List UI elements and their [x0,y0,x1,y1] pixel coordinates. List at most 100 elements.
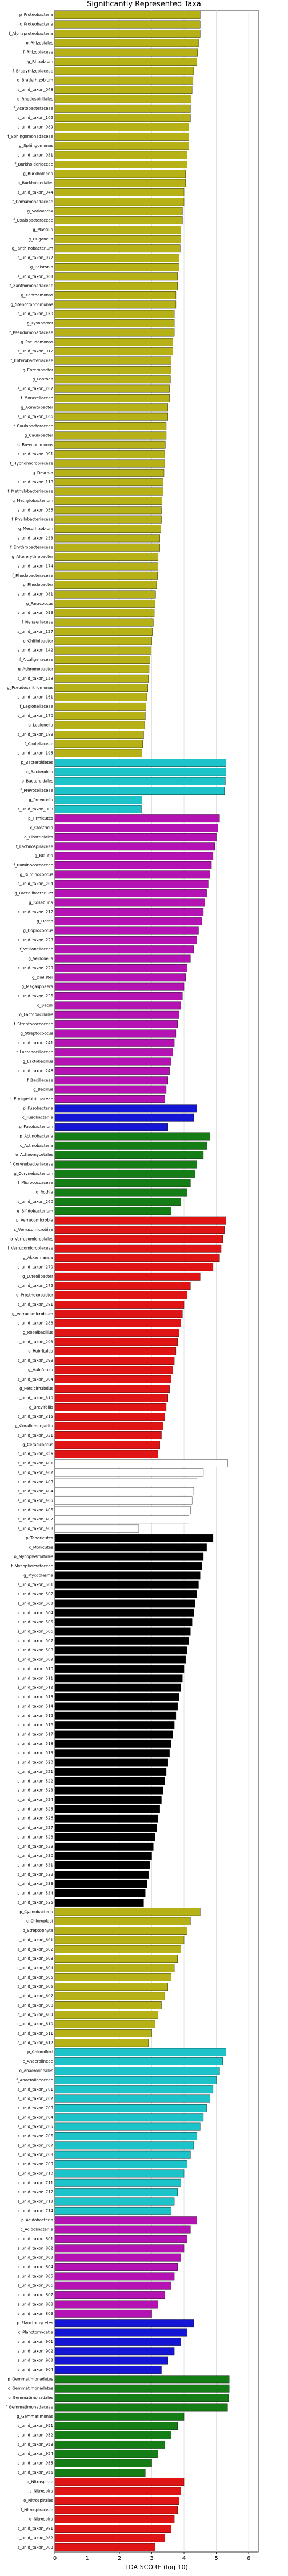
bar [54,207,183,215]
bar-label: g_Altererythrobacter [12,555,54,559]
bar-label: s_unid_taxon_526 [18,1816,54,1821]
bar-label: f_Corynebacteriaceae [10,1162,53,1167]
bar-label: c_Gemmatimonadetes [8,2386,53,2391]
bar [54,1814,159,1823]
bar-label: s_unid_taxon_304 [18,1377,54,1382]
bar [54,1992,165,2000]
bar-label: s_unid_taxon_603 [18,1956,53,1961]
bar-label: s_unid_taxon_702 [18,2097,53,2101]
bar [54,852,214,860]
bar-label: g_Acinetobacter [21,405,53,410]
bar [54,282,178,290]
bar-label: c_Bacteroidia [26,769,53,774]
bar-label: p_Nitrospirae [27,2479,53,2484]
bar-label: s_unid_taxon_601 [18,1937,53,1942]
bar [54,2469,146,2477]
bar-label: p_Gemmatimonadetes [7,2377,53,2381]
bar-label: s_unid_taxon_608 [18,2003,53,2008]
bar [54,1468,204,1477]
bar [54,777,226,785]
bar-label: f_Alcaligenaceae [19,657,53,662]
bar-label: s_unid_taxon_260 [18,1199,53,1204]
bar [54,151,187,159]
bar-label: g_Pseudoxanthomonas [7,685,53,690]
bar [54,235,181,243]
bar [54,58,197,66]
bar [54,198,185,206]
x-tick-label: 4 [182,2555,186,2562]
bar-label: s_unid_taxon_605 [18,1975,53,1980]
bar [54,2263,178,2271]
bar [54,1758,168,1767]
bar [54,1254,220,1262]
bar [54,1796,162,1804]
bar-label: p_Chloroflexi [27,2050,53,2055]
bar [54,1123,168,1131]
bar-label: s_unid_taxon_711 [18,2181,53,2185]
bar [54,954,191,963]
bar-label: s_unid_taxon_150 [18,312,53,316]
bar-label: s_unid_taxon_602 [18,1947,53,1952]
bar [54,2020,155,2028]
bar-label: f_Oxalobacteraceae [13,218,53,223]
bar-label: g_Roseibacillus [23,1330,54,1335]
bar-label: s_unid_taxon_534 [18,1891,54,1896]
bar-label: f_Erythrobacteraceae [10,545,53,550]
bar-label: g_Pantoea [33,377,53,382]
bar-label: s_unid_taxon_523 [18,1788,53,1793]
bar-label: s_unid_taxon_528 [18,1835,53,1839]
bar-label: f_Pseudomonadaceae [10,330,54,335]
bar-label: o_Burkholderiales [18,181,54,186]
bar [54,48,198,57]
bar-label: f_Mycoplasmataceae [11,1564,54,1568]
bar [54,992,183,1000]
bar [54,1001,181,1010]
bar [54,450,165,459]
bar-label: s_unid_taxon_808 [18,2302,53,2306]
bar [54,1188,187,1197]
bar-label: g_Luteolibacter [22,1274,53,1279]
bar-label: s_unid_taxon_233 [18,536,53,540]
bar-label: c_Nitrospira [30,2489,53,2494]
bar [54,1291,187,1299]
bar [54,272,178,281]
bar [54,1029,177,1038]
bar [54,1132,210,1141]
bar [54,478,163,487]
bar [54,2440,165,2449]
bar-label: s_unid_taxon_982 [18,2535,53,2540]
bar [54,1693,179,1701]
bar [54,2029,152,2037]
bar [54,768,226,776]
bar-label: s_unid_taxon_077 [18,256,53,260]
bar-label: f_Sphingomonadaceae [7,134,53,139]
bar [54,1076,168,1085]
bar-label: s_unid_taxon_524 [18,1797,54,1802]
bar-label: s_unid_taxon_401 [18,1461,53,1466]
bar [54,1403,167,1411]
bar-label: g_Devosia [33,471,53,475]
bar-label: s_unid_taxon_807 [18,2293,53,2297]
bar-label: o_Rhodospirillales [17,97,53,101]
bar-label: s_unid_taxon_063 [18,274,53,279]
bar-label: o_Gemmatimonadales [8,2396,53,2400]
bar-label: f_Neisseriaceae [22,620,53,625]
bar-label: g_Dorea [37,919,53,924]
bar [54,1169,196,1178]
bar-label: g_Brevundimonas [17,443,53,447]
bar-label: g_Enterobacter [23,368,53,372]
bar-label: s_unid_taxon_127 [18,629,53,634]
bar [54,1141,207,1150]
bar [54,2094,210,2103]
bar-label: s_unid_taxon_270 [18,1265,53,1269]
bar [54,1665,185,1673]
bar-label: f_Legionellaceae [20,704,53,709]
bar-label: g_Variovorax [27,209,53,214]
bar [54,1842,154,1851]
bar [54,1431,162,1439]
bar [54,656,150,664]
bar-label: c_Bacilli [37,1003,53,1008]
bar [54,1319,181,1327]
bar [54,1580,199,1589]
bar-label: s_unid_taxon_501 [18,1583,53,1587]
